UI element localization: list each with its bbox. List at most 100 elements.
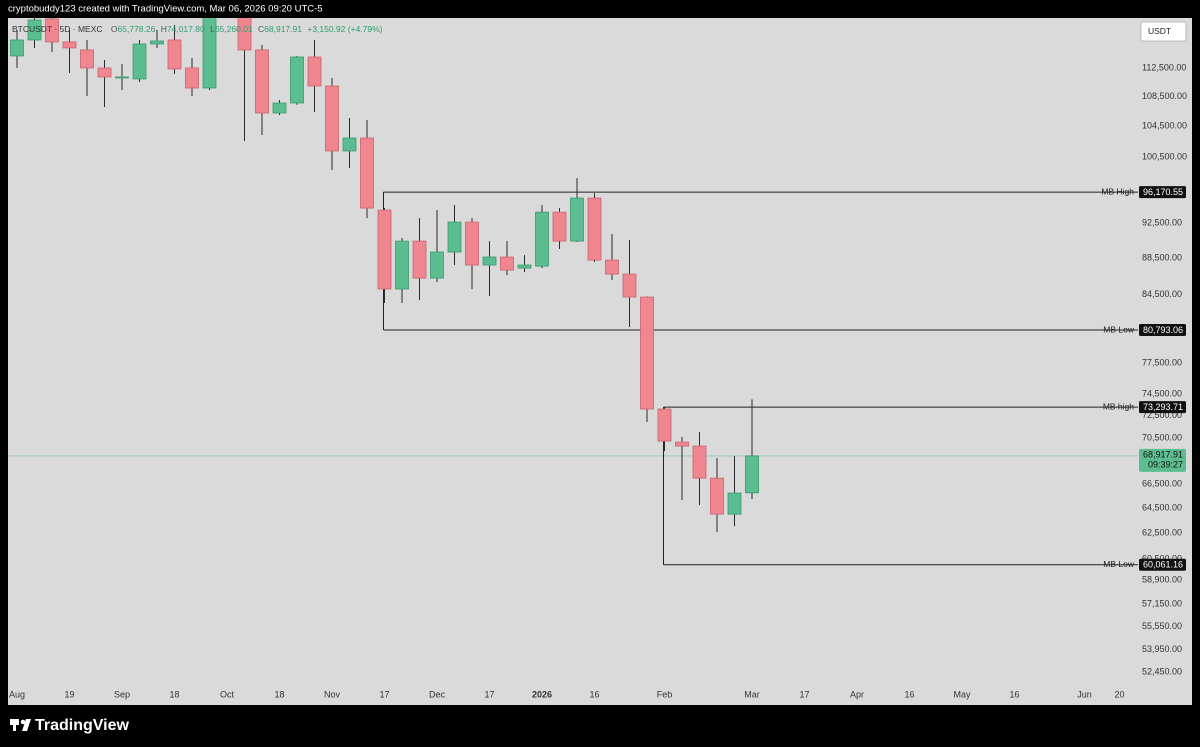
level-name: MB Low bbox=[1103, 324, 1135, 334]
currency-box[interactable] bbox=[1140, 21, 1187, 42]
candle-body bbox=[115, 76, 129, 79]
level-name: MB Low bbox=[1103, 559, 1135, 569]
last-price-label: 68,917.91 bbox=[1143, 449, 1183, 459]
candle-body bbox=[500, 256, 514, 271]
price-tag-label: 73,293.71 bbox=[1143, 402, 1183, 412]
candle-body bbox=[97, 67, 112, 78]
candle-body bbox=[482, 256, 497, 266]
y-tick-label: 104,500.00 bbox=[1142, 121, 1187, 131]
candle-body bbox=[622, 273, 637, 298]
candle-body bbox=[710, 477, 724, 515]
y-tick-label: 53,950.00 bbox=[1142, 644, 1182, 654]
x-tick-label: Oct bbox=[220, 689, 235, 699]
candle-body bbox=[465, 221, 479, 266]
legend-value: 65,778.26 bbox=[118, 24, 156, 34]
symbol: BTCUSDT · 5D · MEXC bbox=[12, 24, 103, 34]
change: +3,150.92 (+4.79%) bbox=[307, 24, 382, 34]
candle-body bbox=[657, 408, 672, 442]
price-tag bbox=[1139, 401, 1186, 414]
x-tick-label: 18 bbox=[169, 689, 179, 699]
candle-body bbox=[360, 137, 374, 209]
chart-panel bbox=[8, 18, 1192, 705]
legend-value: 68,917.91 bbox=[264, 24, 302, 34]
y-tick-label: 88,500.00 bbox=[1142, 252, 1182, 262]
candle-body bbox=[45, 18, 59, 43]
countdown: 09:39:27 bbox=[1148, 459, 1183, 469]
y-tick-label: 74,500.00 bbox=[1142, 389, 1182, 399]
price-tag-label: 80,793.06 bbox=[1143, 325, 1183, 335]
level-name: MB High bbox=[1101, 186, 1134, 196]
x-tick-label: 18 bbox=[274, 689, 284, 699]
y-tick-label: 52,450.00 bbox=[1142, 666, 1182, 676]
y-tick-label: 92,500.00 bbox=[1142, 217, 1182, 227]
candle-body bbox=[27, 19, 42, 41]
brand: TradingView bbox=[35, 717, 130, 734]
candle-body bbox=[62, 41, 77, 49]
legend-key: L bbox=[210, 24, 215, 34]
footer-logo: TradingView bbox=[10, 717, 130, 734]
y-tick-label: 77,500.00 bbox=[1142, 357, 1182, 367]
candle-body bbox=[290, 56, 304, 104]
y-tick-label: 112,500.00 bbox=[1142, 62, 1186, 72]
x-tick-label: Sep bbox=[114, 689, 130, 699]
y-tick-label: 55,550.00 bbox=[1142, 621, 1182, 631]
price-tag bbox=[1139, 186, 1186, 199]
candle-body bbox=[727, 492, 742, 515]
y-tick-label: 58,900.00 bbox=[1142, 575, 1182, 585]
plot-area bbox=[8, 18, 1138, 566]
candle-body bbox=[535, 211, 549, 267]
x-tick-label: 17 bbox=[799, 689, 809, 699]
level-name: MB high bbox=[1103, 401, 1134, 411]
price-tag-label: 96,170.55 bbox=[1143, 187, 1183, 197]
y-tick-label: 70,500.00 bbox=[1142, 432, 1182, 442]
legend-key: O bbox=[111, 24, 118, 34]
x-tick-label: Dec bbox=[429, 689, 446, 699]
legend-value: 74,017.80 bbox=[167, 24, 205, 34]
candle-body bbox=[745, 455, 759, 494]
x-tick-label: Aug bbox=[9, 689, 25, 699]
candle-body bbox=[430, 251, 444, 279]
legend-key: H bbox=[161, 24, 167, 34]
x-tick-label: 17 bbox=[379, 689, 389, 699]
candle-body bbox=[185, 67, 199, 89]
candle-body bbox=[640, 296, 654, 410]
logo-mark bbox=[13, 719, 16, 731]
candle-body bbox=[517, 264, 532, 269]
y-tick-label: 66,500.00 bbox=[1142, 479, 1182, 489]
candle-body bbox=[167, 39, 182, 70]
x-tick-label: Feb bbox=[657, 689, 673, 699]
last-price-tag bbox=[1139, 448, 1186, 472]
price-tag bbox=[1139, 324, 1186, 337]
candle-body bbox=[412, 240, 427, 279]
logo-mark bbox=[22, 719, 31, 731]
candle-body bbox=[202, 18, 217, 89]
candle-body bbox=[80, 49, 94, 69]
candle-body bbox=[395, 240, 409, 290]
currency[interactable]: USDT bbox=[1148, 26, 1171, 36]
candle-body bbox=[675, 441, 689, 447]
credit: cryptobuddy123 created with TradingView.… bbox=[8, 4, 323, 15]
candle-body bbox=[307, 56, 322, 87]
candle-body bbox=[150, 40, 164, 45]
x-tick-label: Mar bbox=[744, 689, 760, 699]
candle-body bbox=[447, 221, 462, 253]
candle-body bbox=[552, 211, 567, 242]
legend-value: 65,260.01 bbox=[215, 24, 253, 34]
y-tick-label: 100,500.00 bbox=[1142, 152, 1187, 162]
x-tick-label: Jun bbox=[1077, 689, 1092, 699]
y-tick-label: 60,500.00 bbox=[1142, 553, 1182, 563]
x-tick-label: 16 bbox=[904, 689, 914, 699]
candle-body bbox=[377, 209, 392, 290]
y-tick-label: 64,500.00 bbox=[1142, 503, 1182, 513]
x-tick-label: 17 bbox=[484, 689, 494, 699]
candle-body bbox=[325, 85, 339, 152]
candle-body bbox=[132, 43, 147, 80]
x-tick-label: Nov bbox=[324, 689, 341, 699]
y-tick-label: 108,500.00 bbox=[1142, 91, 1187, 101]
candle-body bbox=[605, 259, 619, 275]
logo-mark bbox=[20, 719, 26, 725]
y-tick-label: 62,500.00 bbox=[1142, 528, 1182, 538]
x-tick-label: 20 bbox=[1114, 689, 1124, 699]
y-tick-label: 57,150.00 bbox=[1142, 599, 1182, 609]
x-tick-label: 16 bbox=[589, 689, 599, 699]
